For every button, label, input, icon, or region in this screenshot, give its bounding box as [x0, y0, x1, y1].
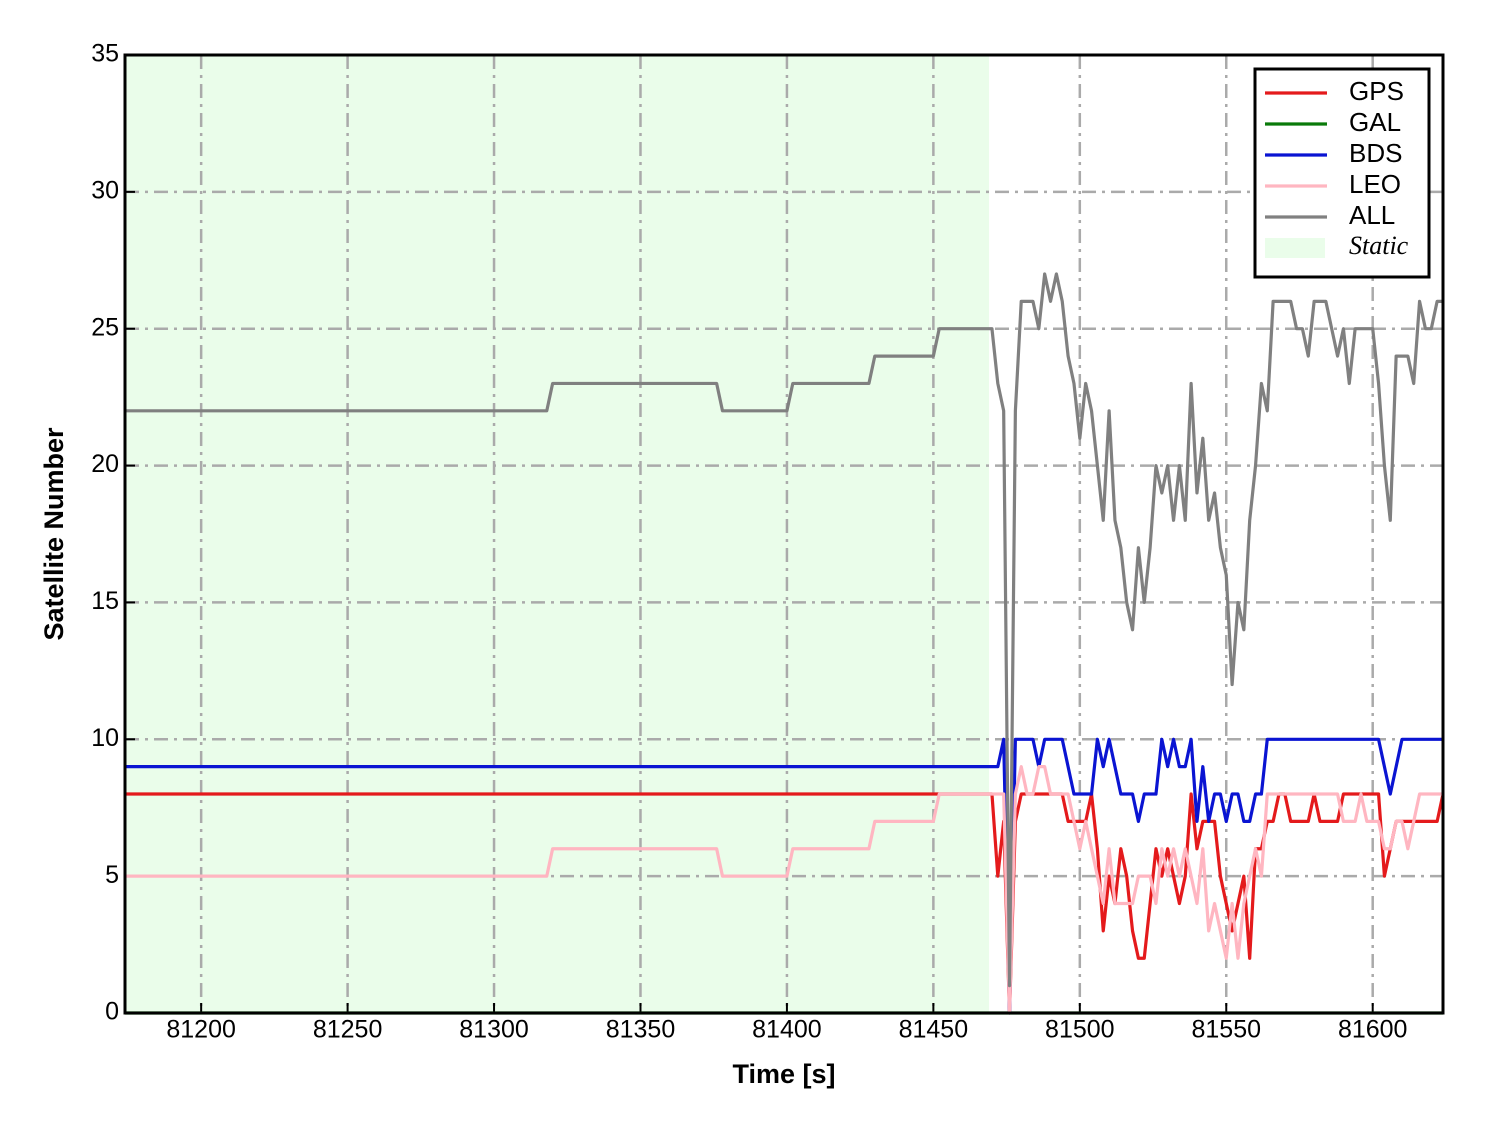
x-tick-label: 81400	[752, 1016, 822, 1044]
x-tick-label: 81550	[1191, 1016, 1261, 1044]
x-tick-label: 81500	[1045, 1016, 1115, 1044]
y-tick-label: 10	[91, 724, 119, 752]
y-axis-label: Satellite Number	[39, 427, 69, 641]
legend-label: GPS	[1349, 76, 1404, 106]
y-tick-label: 15	[91, 587, 119, 615]
x-tick-label: 81600	[1338, 1016, 1408, 1044]
series-line	[125, 272, 1443, 988]
legend-swatch	[1265, 238, 1325, 258]
x-tick-label: 81450	[899, 1016, 969, 1044]
legend-label: GAL	[1349, 107, 1401, 137]
legend-label: BDS	[1349, 138, 1402, 168]
x-tick-label: 81300	[459, 1016, 529, 1044]
y-tick-label: 35	[91, 40, 119, 68]
x-tick-label: 81250	[313, 1016, 383, 1044]
static-region	[125, 55, 990, 1013]
y-tick-label: 0	[105, 998, 119, 1026]
legend-label: ALL	[1349, 200, 1395, 230]
x-tick-label: 81200	[166, 1016, 236, 1044]
y-tick-label: 20	[91, 450, 119, 478]
legend-label: LEO	[1349, 169, 1401, 199]
y-tick-label: 30	[91, 176, 119, 204]
legend-label: Static	[1349, 231, 1409, 260]
y-tick-label: 5	[105, 861, 119, 889]
plot-frame	[123, 53, 1445, 1015]
x-tick-label: 81350	[606, 1016, 676, 1044]
y-tick-label: 25	[91, 313, 119, 341]
x-axis-label: Time [s]	[732, 1059, 835, 1089]
